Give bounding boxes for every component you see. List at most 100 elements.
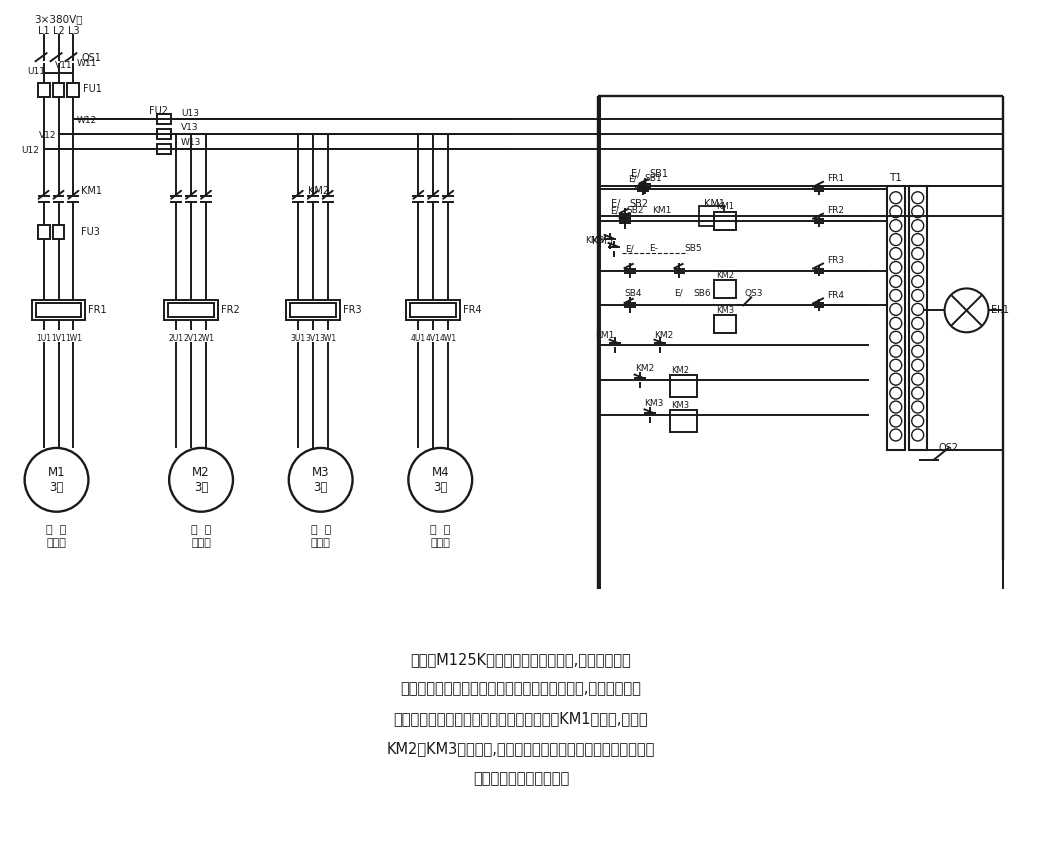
Text: SB4: SB4 xyxy=(624,289,642,298)
Text: 电动机: 电动机 xyxy=(311,537,330,547)
Text: QS2: QS2 xyxy=(939,443,959,453)
Bar xyxy=(165,300,218,320)
Bar xyxy=(715,212,737,230)
Text: 3×380V～: 3×380V～ xyxy=(34,14,82,25)
Text: 电动机: 电动机 xyxy=(47,537,67,547)
Text: FR4: FR4 xyxy=(827,291,844,300)
Text: KM1: KM1 xyxy=(704,199,725,209)
Bar xyxy=(157,114,171,124)
Text: L1: L1 xyxy=(38,26,49,37)
Text: KM2: KM2 xyxy=(716,271,735,280)
Text: 3U1: 3U1 xyxy=(290,334,305,343)
Text: KM2: KM2 xyxy=(654,331,674,340)
Text: 水  泵: 水 泵 xyxy=(311,524,330,535)
Text: 4U1: 4U1 xyxy=(411,334,426,343)
Bar xyxy=(909,186,926,450)
Text: KM2、KM3才能吸合,这样就表明了工件电动机也必须在砂轮电: KM2、KM3才能吸合,这样就表明了工件电动机也必须在砂轮电 xyxy=(387,741,655,757)
Bar xyxy=(157,144,171,154)
Bar xyxy=(38,82,50,97)
Bar xyxy=(887,186,904,450)
Bar xyxy=(31,300,85,320)
Text: KM1: KM1 xyxy=(81,186,102,196)
Text: U13: U13 xyxy=(181,109,199,117)
Text: U11: U11 xyxy=(28,66,46,76)
Text: KM3: KM3 xyxy=(671,400,690,410)
Text: FR2: FR2 xyxy=(827,207,844,215)
Text: U12: U12 xyxy=(22,146,40,156)
Text: 所示为M125K外圆磨床的电气原理图,其电路特点是: 所示为M125K外圆磨床的电气原理图,其电路特点是 xyxy=(411,652,631,666)
Text: W13: W13 xyxy=(181,139,201,147)
Bar xyxy=(157,129,171,139)
Text: KM1: KM1 xyxy=(716,202,735,211)
Text: M1
3～: M1 3～ xyxy=(48,466,66,494)
Text: SB2: SB2 xyxy=(629,199,649,209)
Text: 砂  轮: 砂 轮 xyxy=(47,524,67,535)
Text: 4W1: 4W1 xyxy=(440,334,456,343)
Text: 电动机: 电动机 xyxy=(430,537,450,547)
Text: FR1: FR1 xyxy=(827,174,844,184)
Text: V13: V13 xyxy=(181,123,199,133)
Text: E-: E- xyxy=(649,244,659,253)
Text: M4
3～: M4 3～ xyxy=(431,466,449,494)
Text: E/: E/ xyxy=(624,244,634,253)
Bar xyxy=(290,303,336,317)
Text: FU2: FU2 xyxy=(149,106,168,116)
Text: 3W1: 3W1 xyxy=(319,334,337,343)
Text: 1U1: 1U1 xyxy=(36,334,51,343)
Text: SB1: SB1 xyxy=(649,169,669,178)
Text: KM3: KM3 xyxy=(645,399,664,407)
Text: KM2: KM2 xyxy=(671,366,690,375)
Bar xyxy=(715,280,737,298)
Text: KM1: KM1 xyxy=(595,331,614,340)
Text: SB2: SB2 xyxy=(626,207,644,215)
Text: KM3: KM3 xyxy=(585,236,604,245)
Text: 1W1: 1W1 xyxy=(65,334,82,343)
Text: KM3: KM3 xyxy=(592,235,613,246)
Text: 1V1: 1V1 xyxy=(51,334,66,343)
Bar xyxy=(68,82,79,97)
Text: L3: L3 xyxy=(68,26,79,37)
Text: 油  泵: 油 泵 xyxy=(191,524,212,535)
Text: FR3: FR3 xyxy=(827,256,844,265)
Bar xyxy=(699,206,724,225)
Text: 3V1: 3V1 xyxy=(305,334,320,343)
Text: E/: E/ xyxy=(627,174,637,184)
Text: W12: W12 xyxy=(76,116,97,126)
Text: 电动机: 电动机 xyxy=(191,537,210,547)
Bar xyxy=(670,375,697,397)
Text: KM3: KM3 xyxy=(716,306,735,314)
Text: 可以看出。而在控制电路中也只有在接触器KM1吸合后,接触器: 可以看出。而在控制电路中也只有在接触器KM1吸合后,接触器 xyxy=(394,711,648,727)
Text: L2: L2 xyxy=(53,26,65,37)
Text: E/: E/ xyxy=(630,169,640,178)
Text: QS3: QS3 xyxy=(744,289,763,298)
Text: SB1: SB1 xyxy=(645,174,663,184)
Text: SB5: SB5 xyxy=(685,244,702,253)
Text: SB6: SB6 xyxy=(693,289,711,298)
Text: 2W1: 2W1 xyxy=(198,334,215,343)
Text: E/: E/ xyxy=(610,207,618,215)
Text: 4V1: 4V1 xyxy=(426,334,441,343)
Text: V11: V11 xyxy=(54,60,72,70)
Bar xyxy=(168,303,214,317)
Text: KM1: KM1 xyxy=(652,207,672,215)
Text: 油泵、水泵电动机和砂轮电动机同时起动和停止,这在主电路中: 油泵、水泵电动机和砂轮电动机同时起动和停止,这在主电路中 xyxy=(400,682,642,697)
Text: KM2: KM2 xyxy=(635,364,654,372)
Text: FR3: FR3 xyxy=(343,305,362,315)
Text: FR1: FR1 xyxy=(89,305,107,315)
Text: KM2: KM2 xyxy=(307,186,329,196)
Bar xyxy=(52,82,65,97)
Bar xyxy=(38,225,50,239)
Text: M3
3～: M3 3～ xyxy=(312,466,329,494)
Bar xyxy=(52,225,65,239)
Text: E/: E/ xyxy=(611,199,620,209)
Text: W11: W11 xyxy=(76,59,97,68)
Text: QS1: QS1 xyxy=(81,54,101,63)
Text: FU1: FU1 xyxy=(83,84,102,94)
Bar xyxy=(670,410,697,432)
Bar xyxy=(715,315,737,333)
Text: V12: V12 xyxy=(39,132,56,140)
Text: M2
3～: M2 3～ xyxy=(192,466,209,494)
Bar xyxy=(286,300,340,320)
Text: FR4: FR4 xyxy=(464,305,481,315)
Bar xyxy=(406,300,461,320)
